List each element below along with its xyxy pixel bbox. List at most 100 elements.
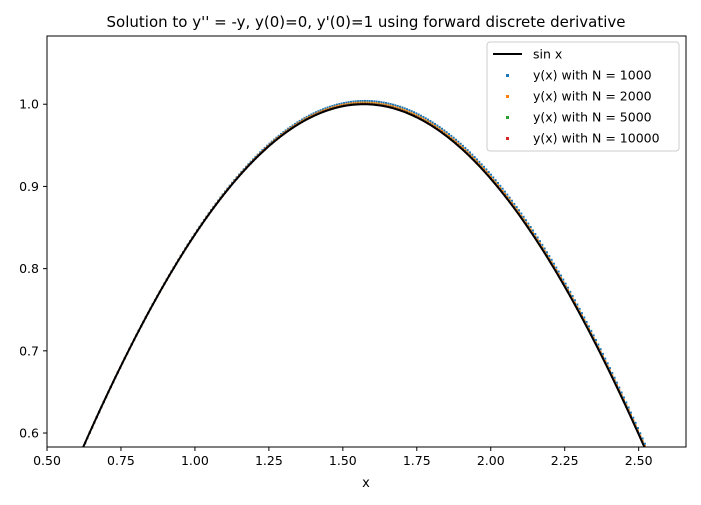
scatter-point <box>615 381 618 384</box>
scatter-point <box>401 108 404 111</box>
scatter-point <box>72 469 74 471</box>
y-tick-label: 1.0 <box>19 97 39 112</box>
scatter-point <box>75 463 77 465</box>
scatter-point <box>413 111 416 114</box>
series-3-points <box>84 102 665 492</box>
scatter-point <box>280 132 283 135</box>
scatter-point <box>77 458 79 460</box>
scatter-point <box>620 391 623 394</box>
scatter-point <box>643 442 646 445</box>
scatter-point <box>329 105 332 108</box>
scatter-point <box>665 491 667 493</box>
scatter-point <box>422 115 425 118</box>
scatter-point <box>401 106 404 109</box>
scatter-point <box>615 383 618 386</box>
scatter-point <box>317 110 320 113</box>
scatter-point <box>646 448 648 450</box>
scatter-point <box>324 107 327 110</box>
scatter-point <box>273 138 276 141</box>
scatter-point <box>665 495 667 497</box>
scatter-point <box>653 464 655 466</box>
scatter-point <box>70 474 72 476</box>
series-layer <box>61 99 669 503</box>
scatter-point <box>480 165 483 168</box>
scatter-point <box>569 290 572 293</box>
scatter-point <box>410 112 413 115</box>
scatter-point <box>63 490 65 492</box>
scatter-point <box>508 196 511 199</box>
scatter-point <box>527 222 530 225</box>
scatter-point <box>494 179 497 182</box>
scatter-point <box>471 155 474 158</box>
y-tick-label: 0.8 <box>19 261 39 276</box>
scatter-point <box>375 100 378 103</box>
scatter-point <box>543 249 546 252</box>
scatter-point <box>75 463 77 465</box>
scatter-point <box>571 297 574 300</box>
scatter-point <box>515 208 518 211</box>
scatter-point <box>399 107 402 110</box>
scatter-point <box>658 479 660 481</box>
scatter-point <box>82 447 84 449</box>
scatter-point <box>557 272 560 275</box>
scatter-point <box>520 214 523 217</box>
scatter-point <box>618 386 621 389</box>
x-tick-label: 1.75 <box>403 453 431 468</box>
scatter-point <box>422 117 425 120</box>
scatter-point <box>494 181 497 184</box>
legend-label: y(x) with N = 10000 <box>533 131 660 146</box>
scatter-point <box>440 127 443 130</box>
scatter-point <box>501 187 504 190</box>
scatter-point <box>65 486 67 488</box>
scatter-point <box>594 338 597 341</box>
scatter-point <box>663 490 665 492</box>
scatter-point <box>636 427 639 430</box>
scatter-point <box>79 453 81 455</box>
scatter-point <box>487 173 490 176</box>
scatter-point <box>454 138 457 141</box>
scatter-point <box>480 163 483 166</box>
scatter-point <box>667 501 669 503</box>
scatter-point <box>385 102 388 105</box>
y-tick-label: 0.6 <box>19 426 39 441</box>
scatter-point <box>667 497 669 499</box>
scatter-point <box>420 116 423 119</box>
scatter-point <box>340 102 343 105</box>
scatter-point <box>496 184 499 187</box>
scatter-point <box>656 474 658 476</box>
scatter-point <box>452 138 455 141</box>
scatter-point <box>333 104 336 107</box>
scatter-point <box>552 265 555 268</box>
scatter-point <box>298 119 301 122</box>
scatter-point <box>277 134 280 137</box>
scatter-point <box>611 374 614 377</box>
scatter-point <box>291 124 294 127</box>
scatter-point <box>513 205 516 208</box>
scatter-point <box>457 142 460 145</box>
scatter-point <box>545 251 548 254</box>
scatter-point <box>566 289 569 292</box>
scatter-point <box>410 110 413 113</box>
scatter-point <box>559 274 562 277</box>
scatter-point <box>417 113 420 116</box>
scatter-point <box>548 257 551 260</box>
scatter-point <box>508 198 511 201</box>
x-tick-label: 0.50 <box>33 453 61 468</box>
scatter-point <box>634 421 637 424</box>
scatter-point <box>357 100 360 103</box>
x-tick-label: 2.00 <box>477 453 505 468</box>
scatter-point <box>426 120 429 123</box>
scatter-point <box>61 496 63 498</box>
scatter-point <box>263 146 266 149</box>
scatter-point <box>275 136 278 139</box>
scatter-point <box>433 122 436 125</box>
scatter-point <box>429 121 432 124</box>
scatter-point <box>382 103 385 106</box>
y-tick-label: 0.7 <box>19 343 39 358</box>
scatter-point <box>529 226 532 229</box>
scatter-point <box>578 310 581 313</box>
scatter-point <box>580 312 583 315</box>
scatter-point <box>665 494 667 496</box>
scatter-point <box>517 211 520 214</box>
